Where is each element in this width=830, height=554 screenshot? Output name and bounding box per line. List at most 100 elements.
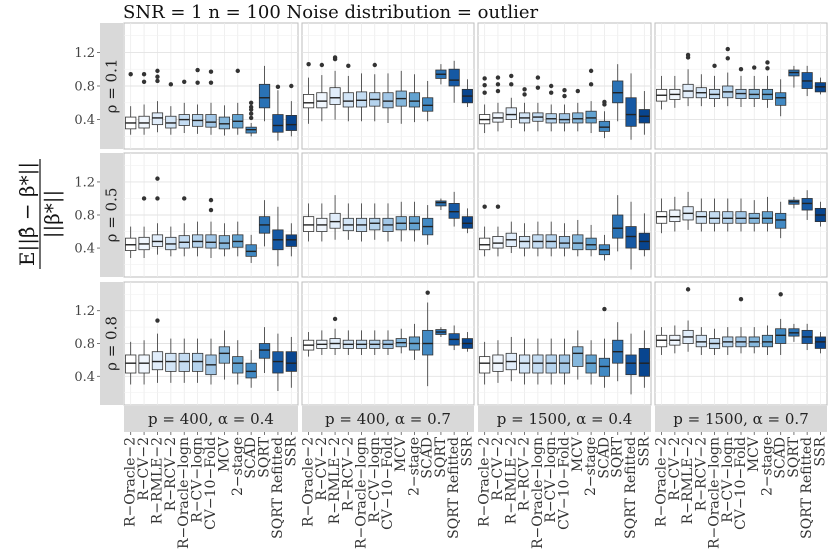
box-sqrt-refitted	[448, 60, 460, 103]
box-scad	[598, 234, 611, 261]
outlier-point	[509, 82, 514, 87]
box-r-rmle-2	[682, 287, 694, 352]
x-category-label: SSR	[459, 437, 475, 467]
outlier-point	[482, 90, 487, 95]
box-iqr	[272, 351, 284, 374]
box-iqr	[165, 352, 177, 372]
box-r-rcv-2	[165, 226, 177, 257]
box-cv-10-fold	[735, 67, 747, 107]
box-r-cv-2	[316, 62, 328, 122]
box-2-stage	[232, 221, 244, 257]
outlier-point	[535, 85, 541, 90]
box-r-cv-logn	[545, 221, 557, 257]
box-iqr	[138, 115, 150, 129]
box-r-cv-2	[138, 72, 150, 135]
outlier-point	[155, 176, 160, 181]
outlier-point	[346, 63, 351, 69]
box-mcv	[748, 327, 760, 354]
box-scad	[245, 350, 257, 388]
outlier-point	[141, 79, 147, 85]
box-2-stage	[761, 325, 774, 355]
box-iqr	[218, 346, 231, 364]
row-strip-label: ρ = 0.1	[103, 59, 121, 114]
box-iqr	[761, 211, 774, 224]
box-iqr	[151, 112, 164, 126]
outlier-point	[495, 82, 501, 87]
outlier-point	[602, 306, 607, 312]
box-2-stage	[408, 74, 421, 123]
box-r-oracle-2	[125, 72, 137, 135]
box-iqr	[448, 68, 460, 87]
box-r-oracle-logn	[708, 63, 721, 107]
box-iqr	[316, 92, 328, 109]
box-mcv	[395, 201, 407, 242]
box-r-cv-2	[669, 75, 681, 108]
box-sqrt-refitted	[272, 206, 284, 267]
outlier-point	[332, 55, 338, 60]
box-iqr	[598, 120, 611, 132]
box-cv-10-fold	[735, 198, 747, 232]
box-iqr	[505, 107, 517, 120]
box-r-cv-logn	[545, 83, 557, 132]
box-scad	[775, 201, 787, 239]
box-r-oracle-2	[303, 61, 315, 124]
box-2-stage	[232, 68, 244, 135]
outlier-point	[168, 82, 174, 87]
box-r-rmle-2	[505, 221, 517, 254]
y-tick-label: 1.2	[74, 46, 95, 61]
box-cv-10-fold	[558, 88, 571, 132]
column-strip-background	[478, 406, 651, 432]
box-r-oracle-logn	[178, 79, 190, 134]
x-category-label: R−CV−2	[490, 437, 506, 501]
box-iqr	[245, 244, 257, 257]
y-tick-label: 1.2	[74, 175, 95, 190]
box-iqr	[558, 113, 571, 124]
x-category-label: SCAD	[420, 437, 436, 479]
box-iqr	[638, 348, 650, 377]
box-r-oracle-logn	[532, 338, 544, 385]
outlier-point	[495, 75, 501, 80]
outlier-point	[522, 92, 527, 97]
outlier-point	[319, 62, 325, 68]
box-sqrt-refitted	[272, 84, 284, 141]
box-r-cv-logn	[191, 221, 204, 257]
box-r-rmle-2	[505, 73, 517, 128]
box-iqr	[492, 236, 504, 249]
box-ssr	[638, 213, 650, 257]
box-iqr	[435, 200, 447, 207]
panel-r0-c2	[477, 22, 652, 150]
box-scad	[775, 79, 787, 117]
box-r-rcv-2	[518, 223, 531, 257]
box-iqr	[272, 114, 284, 133]
box-iqr	[285, 234, 297, 247]
box-ssr	[461, 79, 473, 107]
outlier-point	[306, 61, 311, 67]
row-strip-background	[100, 153, 123, 277]
box-r-oracle-2	[125, 226, 137, 258]
box-iqr	[448, 203, 460, 219]
box-r-cv-2	[492, 204, 504, 257]
box-r-rcv-2	[695, 198, 707, 232]
panel-r2-c1	[301, 281, 475, 406]
box-ssr	[638, 330, 650, 388]
outlier-point	[588, 82, 594, 87]
outlier-point	[332, 316, 338, 322]
box-2-stage	[585, 340, 597, 385]
box-scad	[245, 234, 257, 263]
box-iqr	[572, 234, 584, 251]
panel-r1-c1	[301, 152, 475, 278]
box-iqr	[598, 357, 611, 377]
box-sqrt	[788, 323, 800, 342]
outlier-point	[522, 87, 527, 92]
box-sqrt-refitted	[801, 190, 813, 220]
box-iqr	[612, 80, 624, 104]
x-category-label: CV−10−Fold	[203, 437, 219, 530]
outlier-point	[208, 207, 214, 213]
row-strip-background	[100, 23, 123, 149]
box-sqrt-refitted	[448, 325, 460, 351]
box-sqrt-refitted	[272, 333, 284, 392]
y-tick-label: 0.4	[74, 242, 95, 257]
outlier-point	[738, 67, 744, 72]
box-mcv	[218, 330, 231, 380]
outlier-point	[248, 104, 254, 110]
